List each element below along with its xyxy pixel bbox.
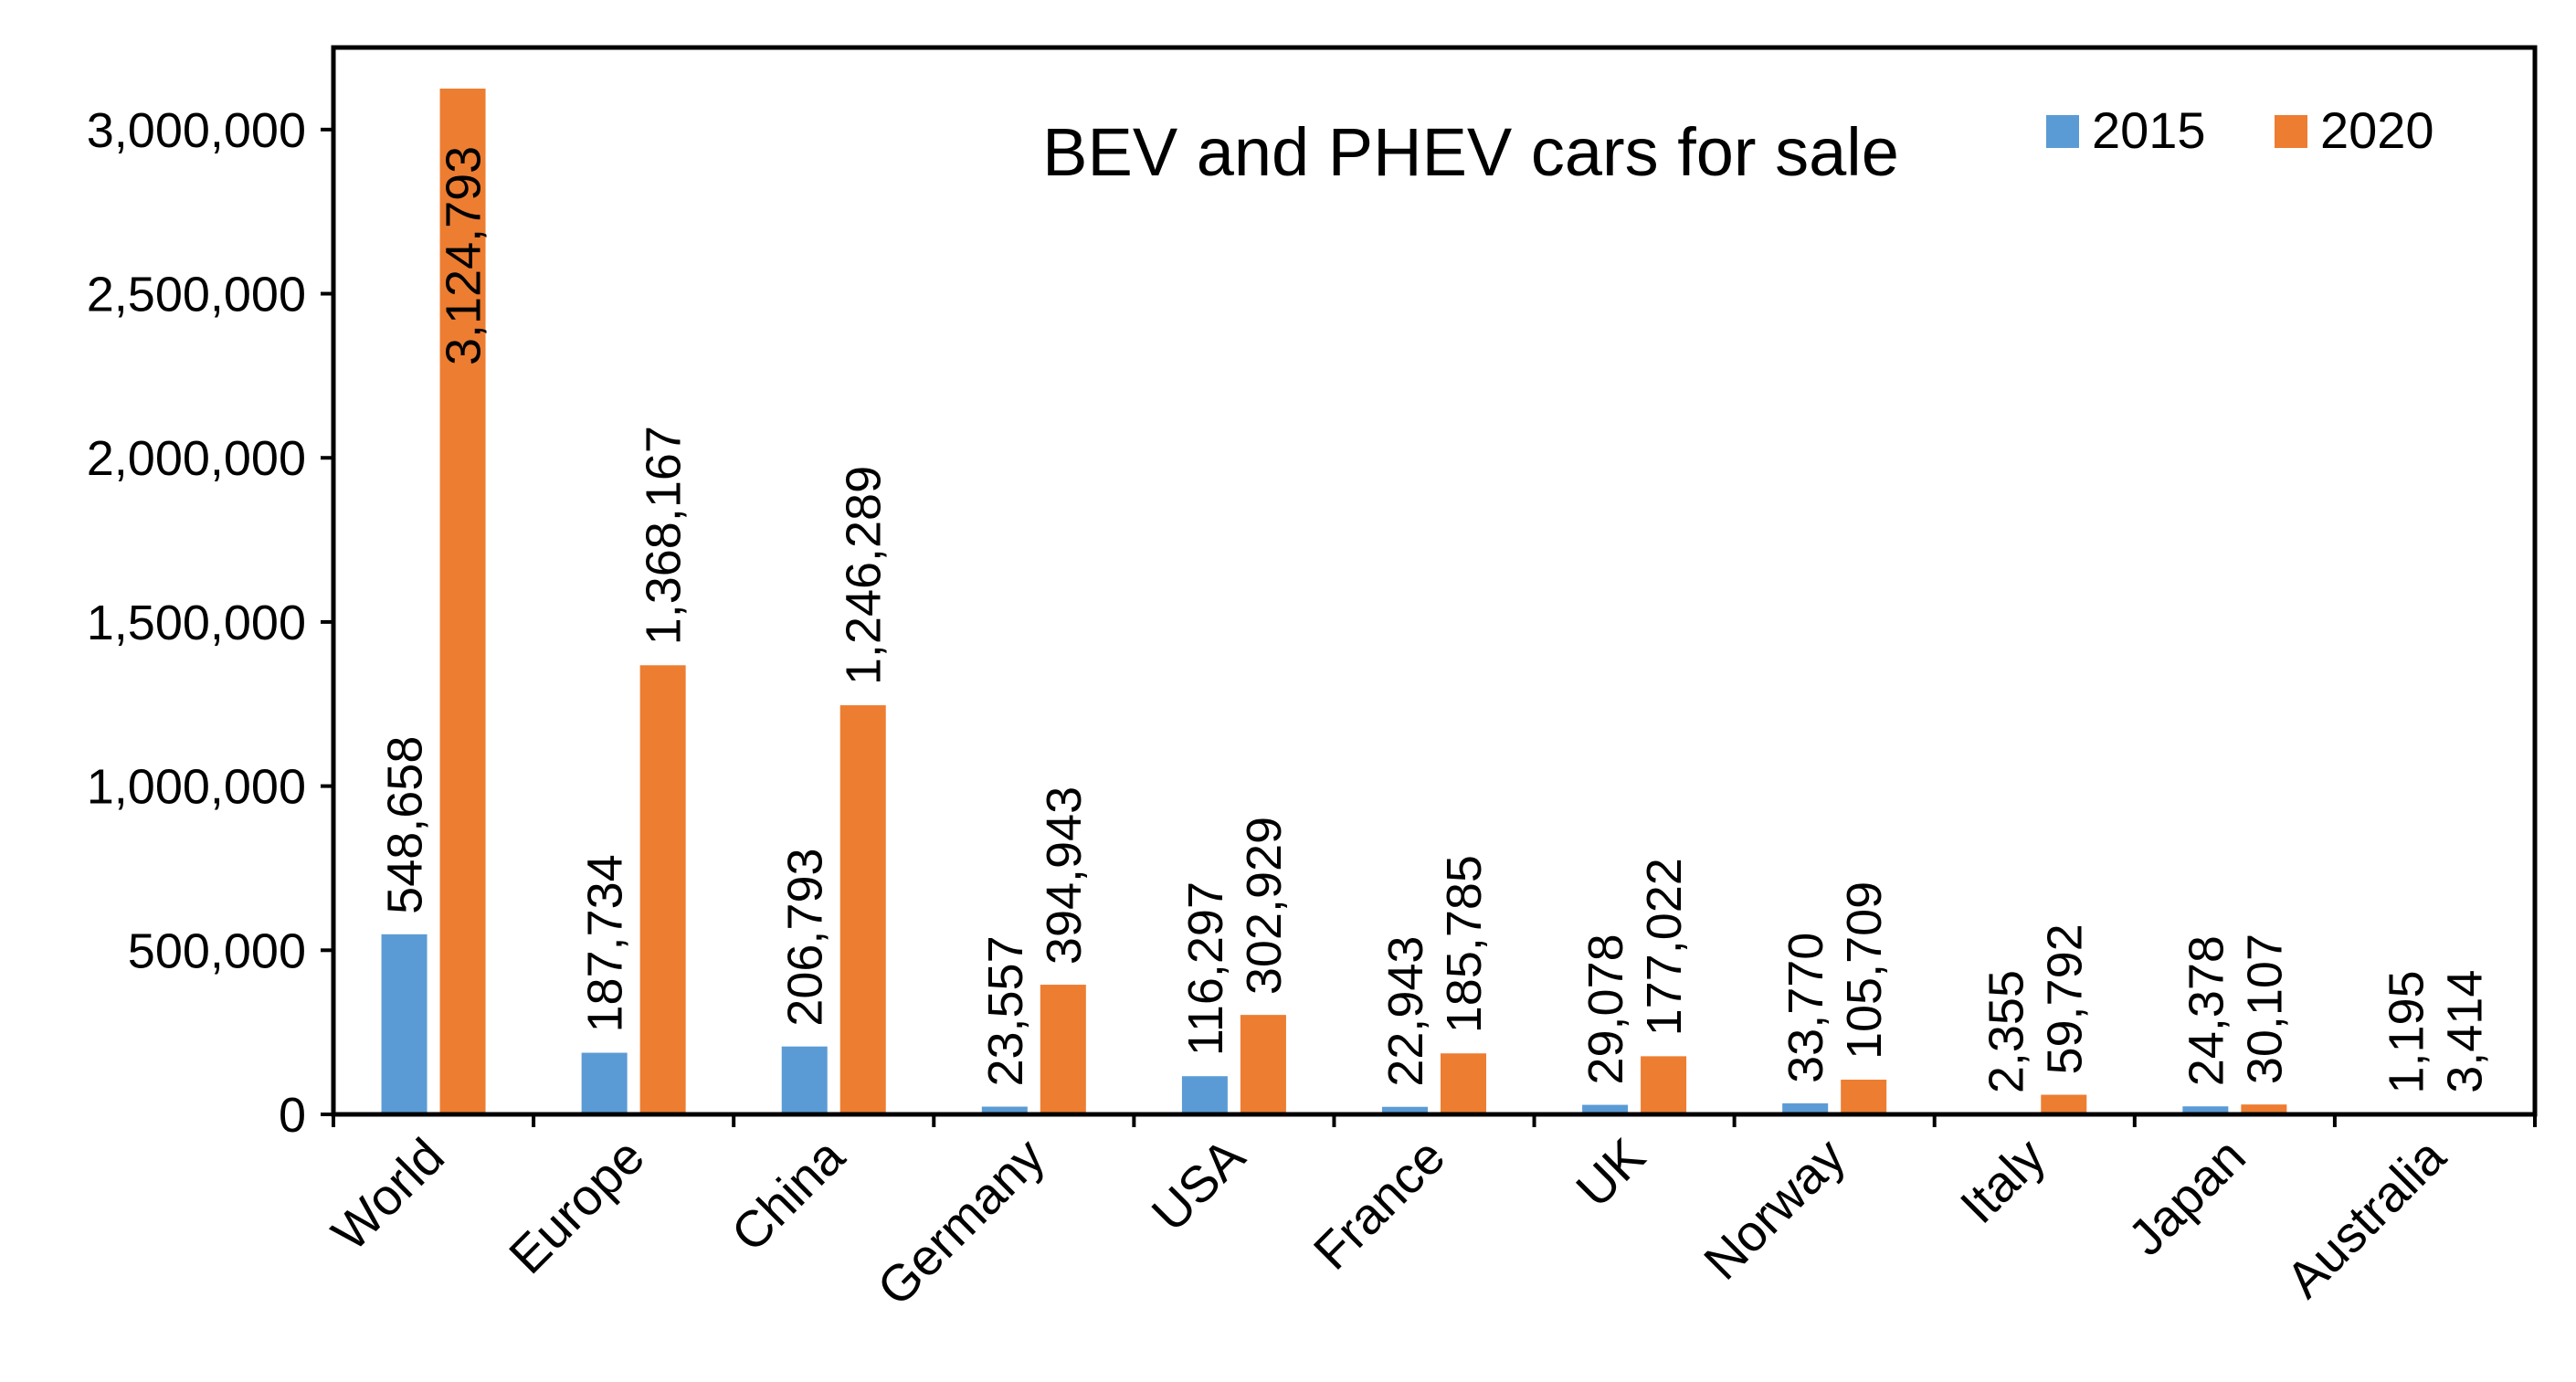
bar-2015-europe [581, 1052, 628, 1114]
bar-2020-france [1441, 1053, 1486, 1114]
bar-2020-world [439, 88, 486, 1115]
data-label-2020-usa: 302,929 [1237, 817, 1292, 995]
data-label-2015-norway: 33,770 [1779, 933, 1833, 1083]
data-label-2015-australia: 1,195 [2379, 970, 2433, 1093]
bar-2015-uk [1582, 1104, 1629, 1114]
data-label-2015-world: 548,658 [378, 736, 433, 914]
bar-2020-italy [2041, 1094, 2087, 1114]
data-label-2020-china: 1,246,289 [837, 466, 892, 685]
data-label-2020-europe: 1,368,167 [637, 426, 692, 645]
y-axis-tick-label: 1,500,000 [87, 596, 306, 650]
data-label-2015-germany: 23,557 [978, 935, 1033, 1086]
plot-area-frame [331, 45, 2538, 1117]
data-label-2020-japan: 30,107 [2237, 934, 2292, 1084]
data-label-2020-uk: 177,022 [1637, 858, 1692, 1036]
y-axis-tick-label: 2,500,000 [87, 268, 306, 322]
data-label-2020-australia: 3,414 [2437, 970, 2492, 1093]
legend-swatch [2275, 115, 2307, 148]
data-label-2015-usa: 116,297 [1178, 881, 1233, 1056]
data-label-2015-japan: 24,378 [2179, 935, 2233, 1086]
data-label-2015-europe: 187,734 [578, 854, 633, 1032]
bar-2015-japan [2182, 1106, 2229, 1114]
legend-label: 2020 [2320, 101, 2434, 159]
bar-2020-norway [1841, 1080, 1887, 1114]
data-label-2020-france: 185,785 [1437, 855, 1492, 1033]
data-label-2015-france: 22,943 [1378, 936, 1433, 1087]
bar-2020-germany [1040, 985, 1086, 1114]
bar-2020-europe [639, 665, 686, 1114]
data-label-2015-uk: 29,078 [1578, 934, 1633, 1084]
legend: 2015 2020 [2046, 101, 2434, 159]
data-label-2020-norway: 105,709 [1837, 881, 1892, 1060]
bar-2015-usa [1181, 1076, 1228, 1114]
y-axis-tick-label: 3,000,000 [87, 103, 306, 158]
bar-2020-china [839, 705, 886, 1114]
legend-label: 2015 [2092, 101, 2206, 159]
data-label-2020-germany: 394,943 [1037, 786, 1092, 965]
data-label-2020-world: 3,124,793 [437, 146, 491, 365]
legend-swatch [2046, 115, 2079, 148]
y-axis-tick-label: 500,000 [128, 923, 306, 978]
bar-2015-china [781, 1046, 828, 1114]
bar-2015-norway [1782, 1102, 1829, 1114]
y-axis-tick-label: 1,000,000 [87, 760, 306, 815]
data-label-2020-italy: 59,792 [2037, 923, 2092, 1074]
bar-2020-japan [2241, 1104, 2287, 1114]
chart-title: BEV and PHEV cars for sale [1042, 114, 1899, 190]
bar-2020-usa [1240, 1015, 1286, 1114]
data-label-2015-italy: 2,355 [1979, 970, 2033, 1093]
bar-2015-germany [981, 1106, 1028, 1114]
y-axis-tick-label: 0 [279, 1088, 306, 1143]
bar-2015-france [1382, 1106, 1428, 1114]
bar-2015-world [381, 934, 428, 1114]
y-axis-tick-label: 2,000,000 [87, 431, 306, 486]
bars-layer [381, 88, 2487, 1115]
data-labels-layer: 548,658 3,124,793 187,734 1,368,167 206,793 1… [378, 146, 2493, 1094]
bar-2020-uk [1641, 1056, 1687, 1114]
data-label-2015-china: 206,793 [778, 848, 833, 1026]
